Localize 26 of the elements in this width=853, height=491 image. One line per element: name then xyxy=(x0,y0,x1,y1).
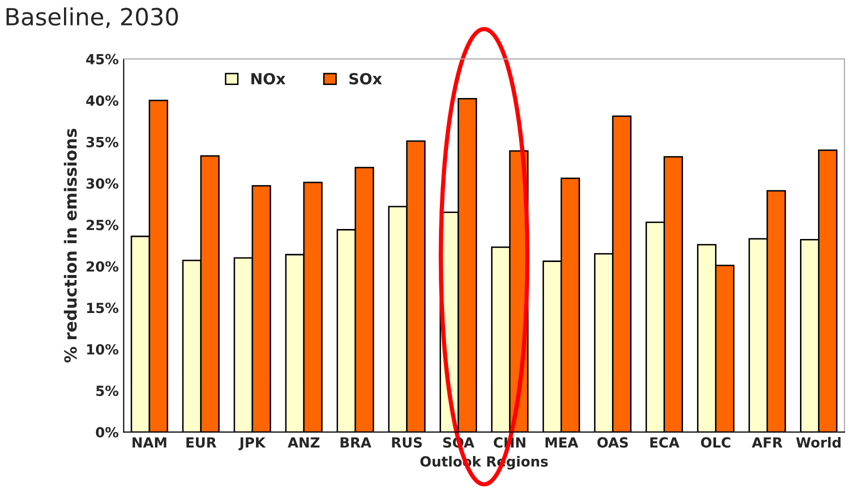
x-tick-label: BRA xyxy=(340,437,372,448)
y-tick-label: 40% xyxy=(86,95,118,106)
x-tick-label: MEA xyxy=(546,437,578,448)
x-tick-label: JPK xyxy=(238,437,266,450)
x-tick-label: World xyxy=(796,436,841,448)
y-tick-label: 25% xyxy=(86,220,118,230)
x-tick-label: RUS xyxy=(392,437,422,448)
y-axis-title: % reduction in emissions xyxy=(64,128,77,362)
y-tick-label: 5% xyxy=(96,386,118,396)
chart-title: Baseline, 2030 xyxy=(6,7,178,28)
y-tick-label: 30% xyxy=(86,178,118,189)
x-tick-label: ANZ xyxy=(288,437,320,448)
y-tick-label: 15% xyxy=(87,302,118,314)
x-tick-label: OLC xyxy=(701,437,730,448)
y-tick-label: 0% xyxy=(96,427,118,438)
x-tick-label: NAM xyxy=(132,437,166,448)
x-tick-label: AFR xyxy=(752,437,782,448)
x-tick-label: EUR xyxy=(186,437,216,448)
legend-label: NOx xyxy=(251,72,286,84)
y-tick-label: 45% xyxy=(86,54,118,64)
legend-label: SOx xyxy=(349,72,382,84)
y-tick-label: 20% xyxy=(86,261,118,272)
y-tick-label: 10% xyxy=(87,344,118,355)
x-tick-label: ECA xyxy=(650,437,680,448)
x-tick-label: OAS xyxy=(597,437,628,448)
y-tick-label: 35% xyxy=(86,136,118,148)
